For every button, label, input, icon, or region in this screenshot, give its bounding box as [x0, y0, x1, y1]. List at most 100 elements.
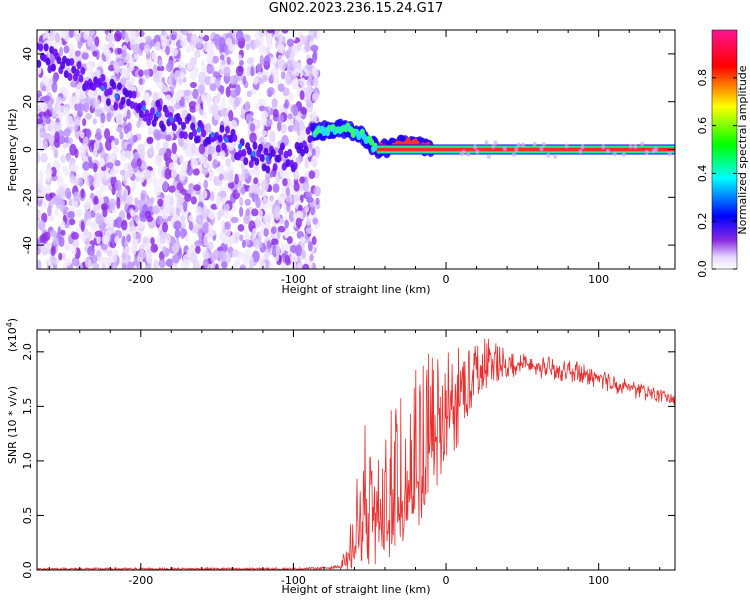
spectrogram-cell: [78, 263, 84, 269]
spectrogram-cell: [312, 110, 318, 123]
ridge-cell: [138, 109, 144, 118]
spectrogram-cell: [173, 220, 182, 231]
spectrogram-cell: [37, 118, 43, 125]
spectrogram-cell: [235, 65, 244, 77]
spectrogram-cell: [295, 217, 302, 229]
residual-cell: [514, 147, 519, 153]
spectrogram-cell: [144, 169, 152, 181]
spectrogram-cell: [98, 197, 105, 205]
spectrogram-cell: [68, 30, 74, 38]
spectrogram-cell: [302, 263, 310, 269]
spectrogram-cell: [94, 230, 103, 237]
spectrogram-cell: [271, 56, 277, 66]
spectrogram-cell: [271, 66, 279, 79]
spectrogram-cell: [286, 38, 294, 47]
spectrogram-cell: [194, 49, 201, 59]
spectrogram-cell: [87, 231, 93, 240]
residual-cell: [612, 151, 617, 157]
spectrogram-cell: [286, 236, 293, 245]
spectrogram-cell: [292, 30, 297, 42]
spectrogram-cell: [63, 128, 71, 138]
spectrogram-cell: [278, 59, 287, 71]
spectrogram-cell: [74, 50, 81, 57]
spectrogram-cell: [159, 83, 167, 93]
spectrogram-cell: [254, 238, 260, 250]
spectrogram-cell: [263, 55, 271, 67]
spectrogram-cell: [125, 195, 134, 205]
spectrogram-cell: [51, 109, 57, 118]
spectrogram-cell: [180, 227, 185, 240]
residual-cell: [564, 143, 569, 149]
spectrogram-cell: [286, 200, 291, 213]
spectrogram-cell: [299, 77, 307, 88]
spectrogram-cell: [245, 113, 253, 122]
spectrogram-cell: [155, 140, 161, 151]
spectrogram-cell: [197, 230, 203, 239]
snr-ylabel: SNR (10 * v/v): [6, 386, 19, 464]
spectral-line-core: [377, 147, 675, 152]
spectrogram-cell: [164, 194, 172, 202]
spectrogram-cell: [257, 98, 266, 106]
spectrogram-cell: [140, 192, 146, 201]
spectrogram-cell: [80, 220, 85, 232]
spectrogram-cell: [269, 130, 276, 142]
ridge-cell: [171, 123, 177, 132]
spectrogram-cell: [114, 30, 122, 42]
spectrogram-cell: [200, 93, 206, 103]
spectrogram-cell: [306, 217, 311, 227]
spectrogram-cell: [306, 196, 314, 203]
spectrogram-cell: [272, 108, 279, 118]
spectrogram-cell: [185, 45, 191, 54]
spectrogram-cell: [95, 128, 102, 137]
spectrogram-cell: [96, 250, 102, 257]
spectrogram-cell: [89, 30, 95, 36]
colorbar: 0.0 0.2 0.4 0.6 0.8 Normalized spectral ampl…: [696, 29, 749, 278]
ridge-cell: [241, 148, 247, 157]
ridge-cell: [100, 73, 106, 82]
spectrogram-cell: [151, 51, 158, 61]
spectrogram-cell: [100, 184, 107, 192]
spectrogram-cell: [201, 59, 206, 68]
colorbar-tick-label: 0.4: [696, 165, 709, 183]
spectrogram-cell: [46, 40, 54, 47]
ridge-cell: [78, 74, 84, 83]
spectrogram-cell: [37, 211, 43, 219]
spectrogram-cell: [215, 114, 221, 121]
spectrogram-cell: [254, 38, 260, 48]
spectrogram-cell: [270, 238, 279, 246]
spectrogram-cell: [198, 143, 206, 155]
spectrogram-cell: [153, 184, 162, 197]
spectrogram-cell: [87, 89, 95, 98]
ridge-cell: [285, 158, 291, 167]
spectrogram-cell: [245, 208, 251, 216]
spectrogram-cell: [64, 258, 71, 267]
ridge-cell: [41, 53, 47, 62]
spectrogram-cell: [103, 48, 112, 58]
spectrogram-xlabel: Height of straight line (km): [281, 283, 430, 296]
spectrogram-cell: [227, 181, 235, 189]
spectrogram-cell: [241, 171, 246, 183]
spectrogram-cell: [225, 157, 232, 168]
residual-cell: [667, 151, 672, 157]
spectrogram-cell: [189, 43, 195, 52]
spectrogram-cell: [157, 178, 164, 186]
ridge-cell: [149, 107, 155, 116]
spectrogram-cell: [229, 234, 236, 245]
spectrogram-cell: [277, 83, 285, 92]
spectrogram-cell: [201, 189, 208, 200]
spectrogram-cell: [67, 211, 75, 220]
colorbar-tick-label: 0.2: [696, 212, 709, 230]
spectrogram-cell: [131, 180, 137, 193]
spectrogram-cell: [85, 128, 91, 139]
spectrogram-cell: [53, 194, 62, 205]
spectrogram-cell: [74, 117, 80, 126]
spectrogram-cell: [192, 168, 200, 176]
spectrogram-cell: [76, 208, 83, 218]
spectrogram-cell: [100, 203, 109, 211]
spectrogram-cell: [171, 142, 177, 155]
spectrogram-cell: [305, 226, 314, 235]
spectrogram-cell: [223, 66, 231, 77]
spectrogram-cell: [45, 82, 52, 93]
spectrogram-cell: [180, 36, 187, 48]
spectrogram-cell: [85, 112, 93, 120]
